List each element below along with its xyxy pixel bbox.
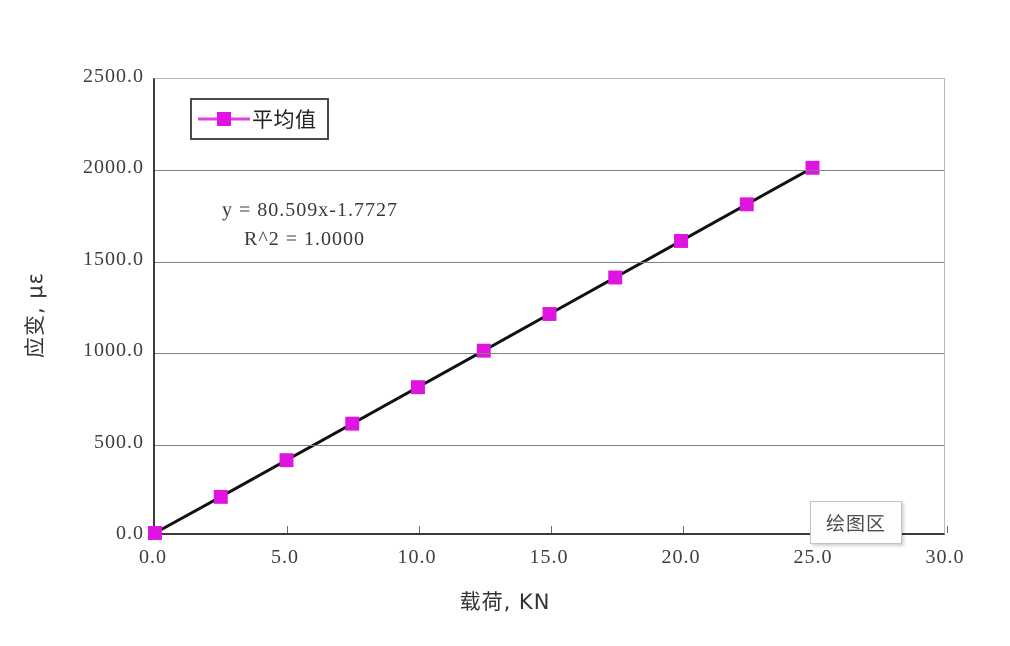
series-data-point-marker: [542, 307, 557, 321]
y-axis-title-wrapper: 应变, με: [14, 225, 54, 405]
x-axis-tick-mark: [683, 526, 684, 533]
trendline-equation: y = 80.509x-1.7727: [222, 199, 398, 221]
x-axis-tick-label: 5.0: [271, 546, 299, 568]
series-layer: [148, 160, 820, 540]
gridline-horizontal: [155, 353, 944, 355]
series-data-point-marker: [608, 270, 623, 285]
x-axis-tick-label: 30.0: [925, 546, 965, 568]
series-data-point-marker: [148, 526, 162, 540]
series-data-point-marker: [411, 380, 425, 395]
y-axis-tick-label: 1500.0: [83, 247, 144, 270]
x-axis-tick-mark: [419, 526, 420, 533]
series-data-point-marker: [739, 197, 754, 212]
legend[interactable]: 平均值: [190, 98, 329, 140]
gridline-horizontal: [155, 261, 944, 263]
legend-marker-icon: [198, 110, 250, 128]
x-axis-tick-mark: [287, 526, 288, 533]
x-axis-tick-label: 0.0: [139, 546, 167, 568]
legend-label: 平均值: [252, 108, 317, 132]
series-data-point-marker: [279, 453, 294, 468]
trendline-r-squared: R^2 = 1.0000: [244, 228, 366, 250]
y-axis-tick-label: 2500.0: [83, 65, 144, 87]
y-axis-tick-label: 2000.0: [83, 156, 144, 179]
series-data-point-marker: [213, 489, 228, 504]
gridline-horizontal: [155, 444, 944, 446]
trendline-annotation[interactable]: y = 80.509x-1.7727 R^2 = 1.0000: [222, 196, 398, 254]
series-data-point-marker: [345, 416, 360, 431]
series-data-point-marker: [674, 234, 688, 248]
x-axis-title: 载荷, KN: [459, 590, 551, 614]
x-axis-tick-label: 15.0: [529, 546, 569, 568]
y-axis-tick-label: 500.0: [94, 430, 144, 453]
y-axis-tick-label: 0.0: [116, 522, 144, 544]
x-axis-tick-label: 20.0: [661, 546, 701, 568]
series-data-point-marker: [476, 343, 491, 358]
plot-area[interactable]: [148, 78, 948, 540]
x-axis-tick-label: 10.0: [397, 546, 437, 568]
gridline-horizontal: [155, 170, 944, 172]
y-axis-title: 应变, με: [23, 271, 47, 359]
x-axis-tick-mark: [947, 526, 948, 533]
y-axis-tick-labels: 0.0 500.0 1000.0 1500.0 2000.0 2500.0: [56, 0, 144, 646]
y-axis-tick-label: 1000.0: [83, 339, 144, 362]
x-axis-tick-mark: [551, 526, 552, 533]
x-axis-tick-label: 25.0: [793, 546, 833, 568]
series-data-point-marker: [805, 160, 820, 175]
plot-area-tooltip: 绘图区: [810, 501, 903, 544]
